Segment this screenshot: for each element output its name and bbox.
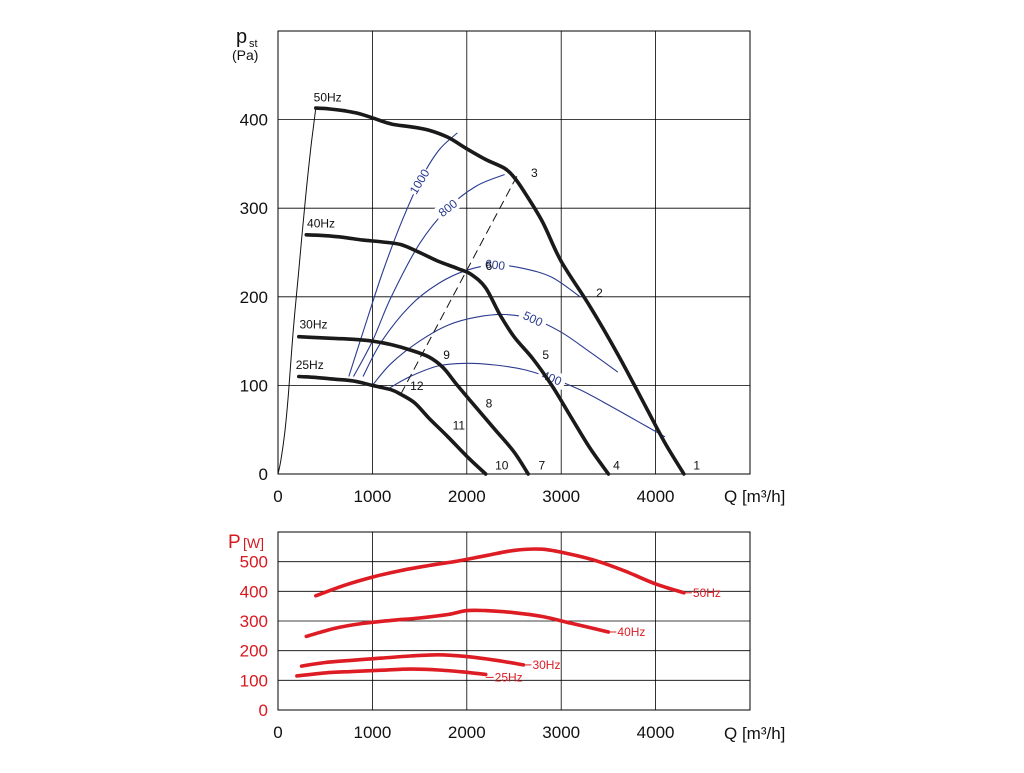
pressure-y-tick-label: 0 (259, 465, 268, 484)
pressure-x-tick-label: 1000 (353, 487, 391, 506)
pressure-curve-50hz (314, 106, 686, 476)
operating-point-label: 5 (542, 348, 549, 362)
system-curve-label-bg (405, 165, 433, 198)
pressure-ylabel-main: p (236, 26, 247, 48)
speed-label-30hz: 30Hz (299, 317, 327, 331)
speed-label-50hz: 50Hz (314, 91, 342, 105)
pressure-x-tick-label: 3000 (542, 487, 580, 506)
operating-point-label: 12 (410, 379, 424, 393)
power-curve-25hz (295, 667, 488, 678)
pressure-series (297, 106, 686, 476)
power-ylabel-unit: [W] (243, 535, 264, 551)
power-curve-40hz (304, 608, 611, 639)
power-y-tick-label: 200 (240, 642, 268, 661)
power-x-tick-label: 0 (273, 723, 282, 742)
power-labels: 50Hz 40Hz 30Hz 25Hz (485, 586, 721, 684)
power-xlabel: Q [m³/h] (724, 724, 785, 743)
power-x-tick-label: 2000 (448, 723, 486, 742)
power-speed-label-30hz: 30Hz (532, 658, 560, 672)
power-speed-label-50hz: 50Hz (693, 586, 721, 600)
system-curve-label-bg (480, 255, 511, 274)
system-curve-label: 600 (484, 257, 506, 273)
pressure-ylabel-sub: st (249, 38, 258, 50)
power-ylabel-main: P (228, 532, 241, 553)
speed-label-40hz: 40Hz (307, 216, 335, 230)
pressure-curve-25hz (297, 374, 488, 476)
operating-point-label: 4 (613, 459, 620, 473)
power-y-tick-label: 400 (240, 582, 268, 601)
operating-point-label: 1 (693, 459, 700, 473)
system-curve-label-bg (431, 193, 464, 223)
power-speed-label-25hz: 25Hz (495, 670, 523, 684)
operating-point-label: 6 (486, 259, 493, 273)
pressure-x-tick-label: 4000 (637, 487, 675, 506)
pressure-x-tick-label: 2000 (448, 487, 486, 506)
speed-label-25hz: 25Hz (296, 358, 324, 372)
pressure-curve-40hz (304, 233, 611, 476)
pressure-plot-frame (277, 30, 751, 475)
pressure-ylabel-unit: (Pa) (232, 47, 258, 63)
startup-curve (277, 108, 317, 475)
power-y-tick-label: 0 (259, 701, 268, 720)
power-x-tick-label: 1000 (353, 723, 391, 742)
power-grid: 0 1000 2000 3000 4000 0 100 200 300 400 500 (240, 531, 751, 742)
system-curve-500 (371, 313, 619, 386)
pressure-xlabel: Q [m³/h] (724, 487, 785, 506)
operating-point-label: 9 (443, 348, 450, 362)
operating-point-label: 10 (495, 459, 509, 473)
power-y-tick-label: 500 (240, 553, 268, 572)
pressure-x-tick-label: 0 (273, 487, 282, 506)
operating-point-label: 3 (531, 166, 538, 180)
system-curve-800 (353, 173, 505, 377)
pressure-y-tick-label: 100 (240, 376, 268, 395)
system-curve-label-bg (517, 305, 549, 332)
pressure-curve-30hz (297, 334, 530, 476)
power-series (295, 547, 686, 678)
power-curve-30hz (299, 652, 526, 668)
operating-point-label: 7 (539, 459, 546, 473)
pressure-y-tick-label: 200 (240, 288, 268, 307)
power-y-tick-label: 300 (240, 612, 268, 631)
system-curve-1000 (348, 132, 458, 377)
pressure-y-tick-label: 300 (240, 199, 268, 218)
operating-point-label: 11 (453, 419, 466, 433)
power-speed-label-40hz: 40Hz (617, 625, 645, 639)
power-y-tick-label: 100 (240, 671, 268, 690)
operating-point-label: 8 (486, 397, 493, 411)
system-curve-400 (386, 362, 666, 438)
power-chart: 0 1000 2000 3000 4000 0 100 200 300 400 500 50Hz 40… (228, 531, 785, 743)
power-x-tick-label: 4000 (637, 723, 675, 742)
power-x-tick-label: 3000 (542, 723, 580, 742)
pressure-y-tick-label: 400 (240, 111, 268, 130)
operating-point-label: 2 (596, 286, 603, 300)
power-curve-50hz (314, 547, 686, 598)
